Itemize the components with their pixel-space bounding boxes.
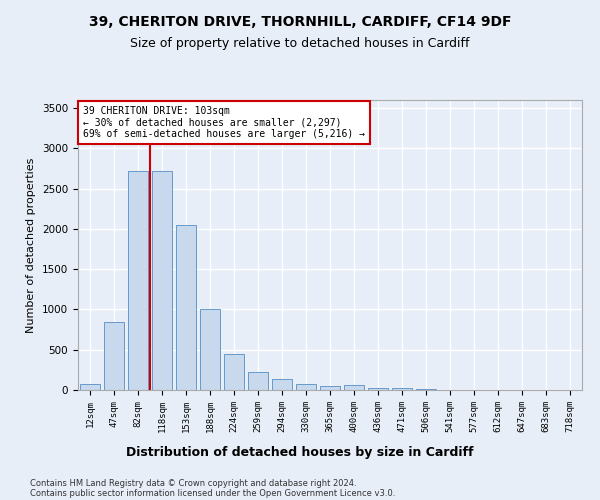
Bar xyxy=(272,378,292,390)
Text: Size of property relative to detached houses in Cardiff: Size of property relative to detached ho… xyxy=(130,38,470,51)
Text: 39 CHERITON DRIVE: 103sqm
← 30% of detached houses are smaller (2,297)
69% of se: 39 CHERITON DRIVE: 103sqm ← 30% of detac… xyxy=(83,106,365,139)
Y-axis label: Number of detached properties: Number of detached properties xyxy=(26,158,37,332)
Bar xyxy=(80,384,100,390)
Bar xyxy=(320,386,340,390)
Bar xyxy=(368,388,388,390)
Bar xyxy=(248,372,268,390)
Text: Distribution of detached houses by size in Cardiff: Distribution of detached houses by size … xyxy=(126,446,474,459)
Bar xyxy=(392,388,412,390)
Bar xyxy=(200,310,220,390)
Bar xyxy=(176,225,196,390)
Bar xyxy=(296,384,316,390)
Bar xyxy=(152,171,172,390)
Bar xyxy=(344,385,364,390)
Bar xyxy=(104,322,124,390)
Text: Contains public sector information licensed under the Open Government Licence v3: Contains public sector information licen… xyxy=(30,488,395,498)
Bar xyxy=(224,354,244,390)
Text: 39, CHERITON DRIVE, THORNHILL, CARDIFF, CF14 9DF: 39, CHERITON DRIVE, THORNHILL, CARDIFF, … xyxy=(89,15,511,29)
Bar xyxy=(128,171,148,390)
Text: Contains HM Land Registry data © Crown copyright and database right 2024.: Contains HM Land Registry data © Crown c… xyxy=(30,478,356,488)
